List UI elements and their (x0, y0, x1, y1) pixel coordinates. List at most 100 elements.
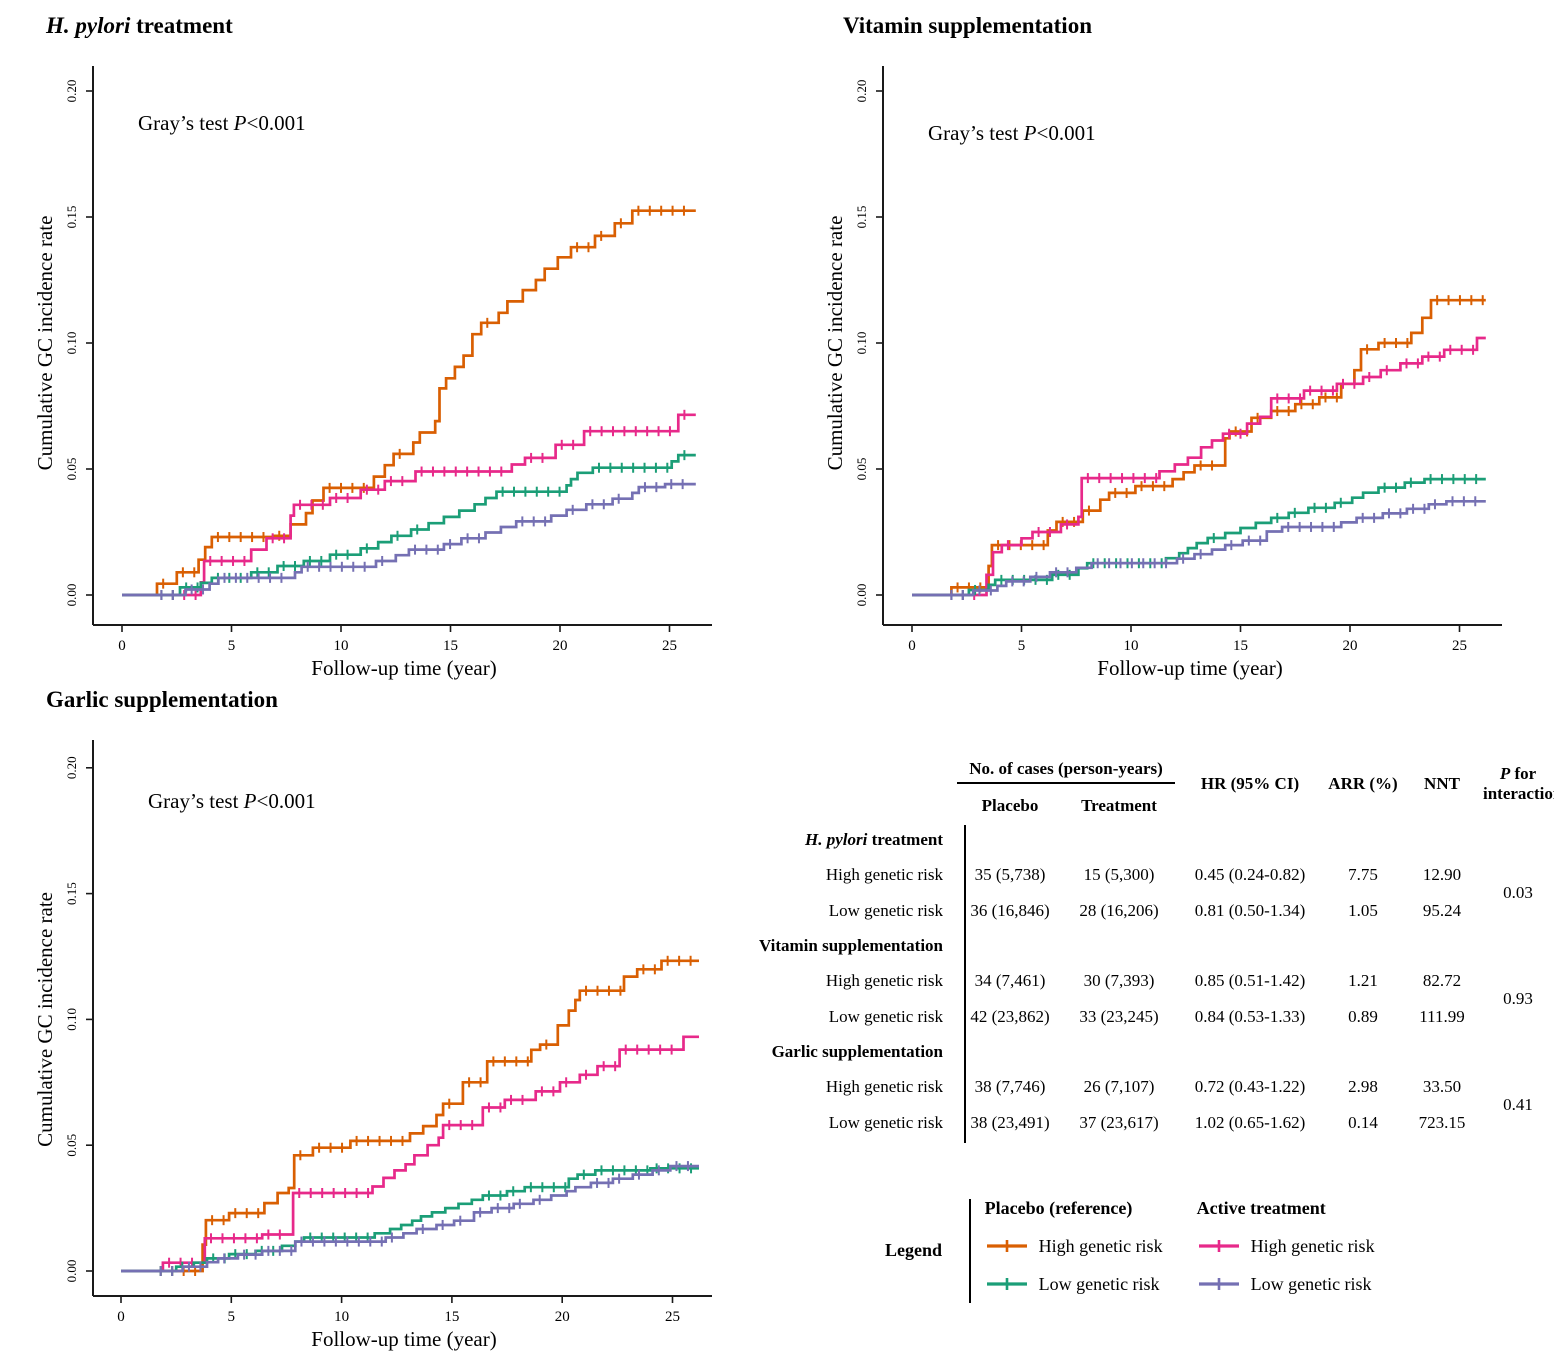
cell-nnt: 12.90 (1422, 865, 1462, 884)
legend-active-header: Active treatment (1196, 1198, 1326, 1218)
cases-header: No. of cases (person-years) (957, 759, 1175, 784)
y-tick-label: 0.10 (64, 1008, 79, 1031)
row-label: Low genetic risk (828, 1007, 943, 1026)
series-placebo_high (912, 298, 1486, 597)
table-header: No. of cases (person-years) Placebo Trea… (742, 745, 1554, 823)
y-tick-label: 0.00 (854, 584, 869, 607)
legend-item-label: Low genetic risk (1250, 1273, 1372, 1294)
table-divider-line (964, 825, 966, 1143)
x-tick-label: 0 (117, 1309, 125, 1325)
cell-hr: 0.72 (0.43-1.22) (1194, 1077, 1306, 1096)
series-placebo_high (122, 209, 696, 597)
panel-title-italic: H. pylori (46, 13, 131, 38)
cell-treatment: 37 (23,617) (1079, 1113, 1159, 1132)
panel-2: 0.00 0.05 0.10 0.15 0.20 0 5 10 15 20 25 Follow-up … (33, 740, 712, 1351)
x-tick-label: 20 (553, 638, 568, 654)
row-label: Low genetic risk (828, 1113, 943, 1132)
panel-title-vitamin: Vitamin supplementation (843, 13, 1092, 39)
series-treatment_low (912, 499, 1486, 597)
cell-nnt: 111.99 (1419, 1007, 1465, 1026)
cell-placebo: 42 (23,862) (970, 1007, 1050, 1026)
y-axis-title: Cumulative GC incidence rate (33, 892, 57, 1147)
group-label: H. pylori treatment (804, 830, 943, 849)
series-treatment_low (122, 482, 696, 597)
placebo-column-header: Placebo (981, 796, 1039, 816)
series-treatment_high (122, 413, 696, 597)
series-treatment_high (121, 1035, 699, 1273)
x-tick-label: 20 (555, 1309, 570, 1325)
x-tick-label: 15 (444, 1309, 459, 1325)
x-tick-label: 15 (443, 638, 458, 654)
y-axis-title: Cumulative GC incidence rate (33, 216, 57, 471)
legend-item-placebo-high: High genetic risk (985, 1227, 1197, 1265)
x-axis-title: Follow-up time (year) (311, 656, 496, 680)
cell-placebo: 35 (5,738) (974, 865, 1046, 884)
series-placebo_high (121, 959, 699, 1273)
y-tick-label: 0.05 (64, 458, 79, 481)
series-treatment_high (912, 336, 1486, 597)
panel-0: 0.00 0.05 0.10 0.15 0.20 0 5 10 15 20 25 Follow-up … (33, 66, 712, 680)
y-tick-label: 0.15 (64, 882, 79, 905)
cell-treatment: 28 (16,206) (1079, 901, 1159, 920)
line-plus-icon (1198, 1278, 1239, 1290)
panel-title-text: Vitamin supplementation (843, 13, 1092, 38)
grays-test-annotation: Gray’s test P<0.001 (928, 121, 1096, 145)
legend-item-placebo-low: Low genetic risk (985, 1265, 1197, 1303)
x-tick-label: 25 (662, 638, 677, 654)
legend-divider-line (969, 1198, 971, 1303)
legend-column-placebo: Placebo (reference) High genetic risk Lo… (985, 1198, 1197, 1303)
series-placebo_low (121, 1166, 699, 1273)
panel-1: 0.00 0.05 0.10 0.15 0.20 0 5 10 15 20 25 Follow-up … (823, 66, 1502, 680)
y-tick-label: 0.00 (64, 1260, 79, 1283)
series-placebo_low (122, 453, 696, 597)
cell-hr: 1.02 (0.65-1.62) (1194, 1113, 1306, 1132)
x-axis-title: Follow-up time (year) (1097, 656, 1282, 680)
x-tick-label: 5 (1018, 638, 1026, 654)
line-plus-icon (986, 1278, 1027, 1290)
x-tick-label: 10 (1124, 638, 1139, 654)
x-tick-label: 5 (228, 1309, 236, 1325)
panel-title-text: Garlic supplementation (46, 687, 278, 712)
y-tick-label: 0.20 (854, 80, 869, 103)
y-tick-label: 0.10 (64, 332, 79, 355)
cell-placebo: 36 (16,846) (970, 901, 1050, 920)
x-tick-label: 0 (118, 638, 126, 654)
cell-placebo: 38 (23,491) (970, 1113, 1050, 1132)
nnt-column-header: NNT (1424, 774, 1460, 793)
grays-test-annotation: Gray’s test P<0.001 (148, 789, 316, 813)
cell-placebo: 38 (7,746) (974, 1077, 1046, 1096)
treatment-column-header: Treatment (1081, 796, 1157, 816)
panel-title-hpylori: H. pylori treatment (46, 13, 233, 39)
y-tick-label: 0.05 (64, 1134, 79, 1157)
legend-item-label: High genetic risk (1038, 1235, 1163, 1256)
row-label: Low genetic risk (828, 901, 943, 920)
cell-p-interaction: 0.93 (1503, 989, 1533, 1008)
legend-item-active-low: Low genetic risk (1197, 1265, 1409, 1303)
cell-hr: 0.84 (0.53-1.33) (1194, 1007, 1306, 1026)
x-tick-label: 5 (228, 638, 236, 654)
cell-arr: 0.89 (1348, 1007, 1378, 1026)
y-tick-label: 0.05 (854, 458, 869, 481)
row-label: High genetic risk (825, 865, 943, 884)
y-tick-label: 0.15 (854, 206, 869, 229)
cell-arr: 0.14 (1348, 1113, 1378, 1132)
cell-treatment: 33 (23,245) (1079, 1007, 1159, 1026)
x-tick-label: 10 (334, 1309, 349, 1325)
y-tick-label: 0.10 (854, 332, 869, 355)
y-axis-title: Cumulative GC incidence rate (823, 216, 847, 471)
group-label: Vitamin supplementation (758, 936, 943, 955)
legend-item-active-high: High genetic risk (1197, 1227, 1409, 1265)
x-tick-label: 10 (334, 638, 349, 654)
x-tick-label: 0 (908, 638, 916, 654)
grays-test-annotation: Gray’s test P<0.001 (138, 111, 306, 135)
y-tick-label: 0.00 (64, 584, 79, 607)
table-group-0: H. pylori treatment High genetic risk 35 (… (742, 823, 1554, 929)
x-tick-label: 15 (1233, 638, 1248, 654)
y-tick-label: 0.15 (64, 206, 79, 229)
legend-placebo-header: Placebo (reference) (984, 1198, 1133, 1218)
p-interaction-column-header: P forinteraction (1483, 764, 1554, 803)
series-placebo_low (912, 477, 1486, 597)
cell-arr: 7.75 (1348, 865, 1378, 884)
